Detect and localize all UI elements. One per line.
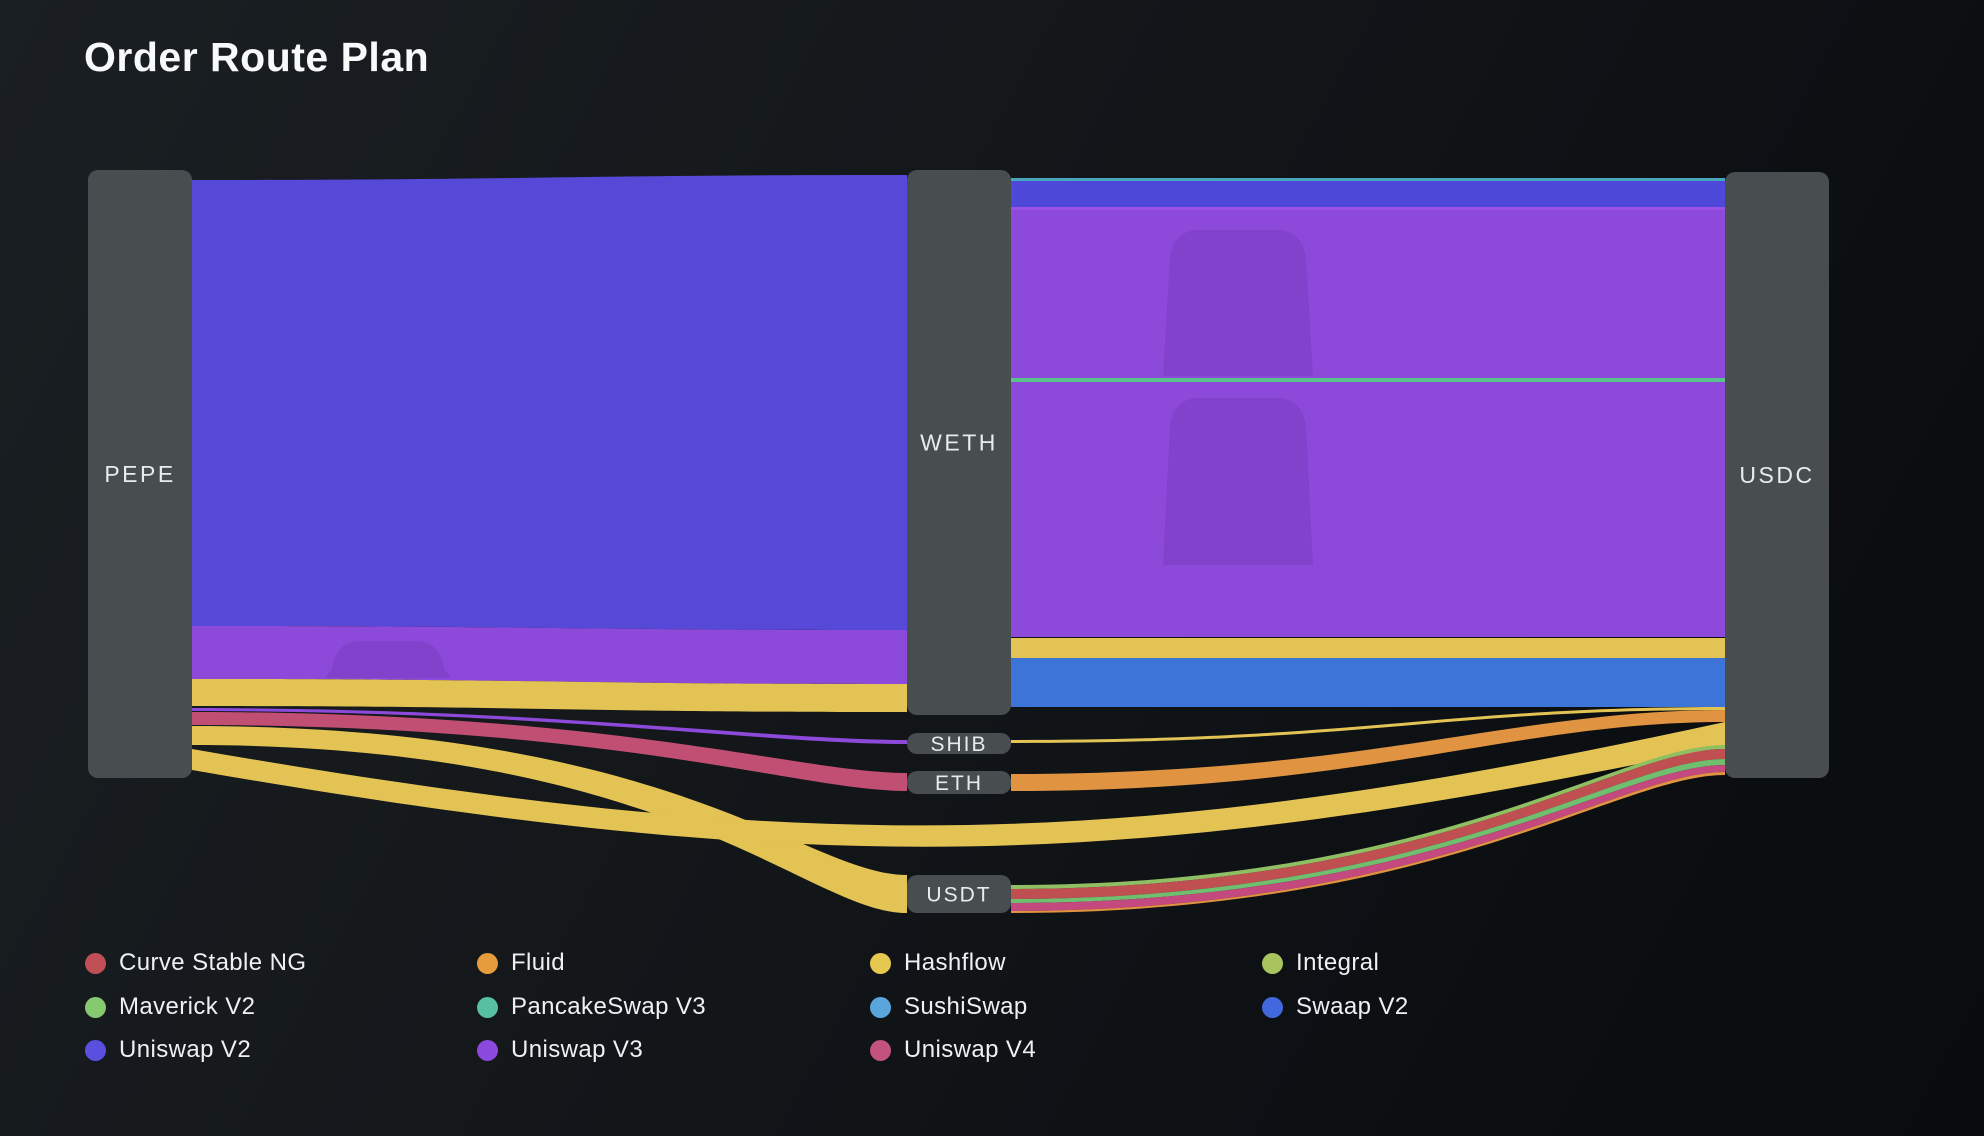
link-pepe-eth-uniswap-v4-4[interactable] — [192, 712, 907, 791]
link-weth-usdc-uniswap-v3-12[interactable] — [1011, 382, 1725, 637]
legend-dot-uniswap-v3 — [477, 1039, 498, 1061]
legend-label: Integral — [1296, 949, 1380, 976]
legend-item-maverick-v2[interactable]: Maverick V2 — [85, 993, 255, 1021]
node-label-usdt: USDT — [926, 884, 991, 907]
legend-item-uniswap-v3[interactable]: Uniswap V3 — [477, 1036, 643, 1064]
ribbon-shade-0 — [325, 641, 451, 678]
link-pepe-usdc-hashflow-6[interactable] — [192, 722, 1725, 847]
legend-dot-uniswap-v4 — [870, 1039, 891, 1061]
legend-label: Swaap V2 — [1296, 993, 1409, 1020]
legend-item-fluid[interactable]: Fluid — [477, 949, 565, 977]
legend-dot-swaap-v2 — [1262, 996, 1283, 1018]
link-eth-usdc-fluid-16[interactable] — [1011, 710, 1725, 791]
link-pepe-weth-uniswap-v3-1[interactable] — [192, 626, 907, 684]
link-weth-usdc-swaap-v2-14[interactable] — [1011, 658, 1725, 707]
legend-label: Hashflow — [904, 949, 1006, 976]
legend-label: PancakeSwap V3 — [511, 993, 707, 1020]
node-eth[interactable] — [907, 771, 1011, 794]
legend-label: Maverick V2 — [119, 993, 256, 1020]
link-usdt-usdc-uniswap-v4-20[interactable] — [1011, 765, 1725, 911]
link-pepe-weth-hashflow-2[interactable] — [192, 679, 907, 712]
legend-item-uniswap-v4[interactable]: Uniswap V4 — [870, 1036, 1036, 1064]
legend-item-integral[interactable]: Integral — [1262, 949, 1379, 977]
node-pepe[interactable] — [88, 170, 192, 778]
legend-dot-pancakeswap-v3 — [477, 996, 498, 1018]
ribbon-shade-1 — [1163, 230, 1313, 376]
link-usdt-usdc-maverick-v2-19[interactable] — [1011, 759, 1725, 903]
node-label-pepe: PEPE — [104, 461, 175, 487]
legend-dot-uniswap-v2 — [85, 1039, 106, 1061]
node-weth[interactable] — [907, 170, 1011, 715]
link-weth-usdc-uniswap-v2-8[interactable] — [1011, 181, 1725, 207]
legend-label: Uniswap V3 — [511, 1036, 644, 1063]
link-pepe-usdt-hashflow-5[interactable] — [192, 726, 907, 913]
node-label-shib: SHIB — [930, 733, 987, 756]
legend-item-curve-stable-ng[interactable]: Curve Stable NG — [85, 949, 306, 977]
legend-label: SushiSwap — [904, 993, 1028, 1020]
link-usdt-usdc-integral-17[interactable] — [1011, 745, 1725, 889]
node-label-usdc: USDC — [1739, 462, 1814, 488]
legend-label: Curve Stable NG — [119, 949, 307, 976]
link-weth-usdc-uniswap-v3-10[interactable] — [1011, 210, 1725, 378]
node-label-eth: ETH — [935, 772, 983, 795]
legend-dot-integral — [1262, 952, 1283, 974]
legend-dot-sushiswap — [870, 996, 891, 1018]
node-usdc[interactable] — [1725, 172, 1829, 778]
legend-dot-maverick-v2 — [85, 996, 106, 1018]
legend-item-pancakeswap-v3[interactable]: PancakeSwap V3 — [477, 993, 706, 1021]
legend-label: Uniswap V2 — [119, 1036, 252, 1063]
link-pepe-weth-uniswap-v2-0[interactable] — [192, 175, 907, 630]
link-usdt-usdc-fluid-21[interactable] — [1011, 772, 1725, 913]
link-weth-usdc-pancakeswap-v3-11[interactable] — [1011, 378, 1725, 382]
node-usdt[interactable] — [907, 875, 1011, 913]
legend-dot-hashflow — [870, 952, 891, 974]
page-title: Order Route Plan — [84, 34, 430, 80]
legend-item-uniswap-v2[interactable]: Uniswap V2 — [85, 1036, 251, 1064]
ribbon-shade-2 — [1163, 398, 1313, 565]
link-pepe-shib-uniswap-v3-3[interactable] — [192, 708, 907, 744]
link-usdt-usdc-curve-stable-ng-18[interactable] — [1011, 749, 1725, 899]
legend-item-hashflow[interactable]: Hashflow — [870, 949, 1006, 977]
legend-dot-fluid — [477, 952, 498, 974]
legend-item-sushiswap[interactable]: SushiSwap — [870, 993, 1028, 1021]
legend-item-swaap-v2[interactable]: Swaap V2 — [1262, 993, 1409, 1021]
node-shib[interactable] — [907, 733, 1011, 754]
node-label-weth: WETH — [920, 430, 998, 456]
link-weth-usdc-sushiswap-7[interactable] — [1011, 178, 1725, 181]
legend-label: Uniswap V4 — [904, 1036, 1037, 1063]
legend-dot-curve-stable-ng — [85, 952, 106, 974]
legend-label: Fluid — [511, 949, 566, 976]
link-weth-usdc-uniswap-v3-9[interactable] — [1011, 207, 1725, 210]
link-shib-usdc-hashflow-15[interactable] — [1011, 707, 1725, 743]
link-weth-usdc-hashflow-13[interactable] — [1011, 638, 1725, 658]
